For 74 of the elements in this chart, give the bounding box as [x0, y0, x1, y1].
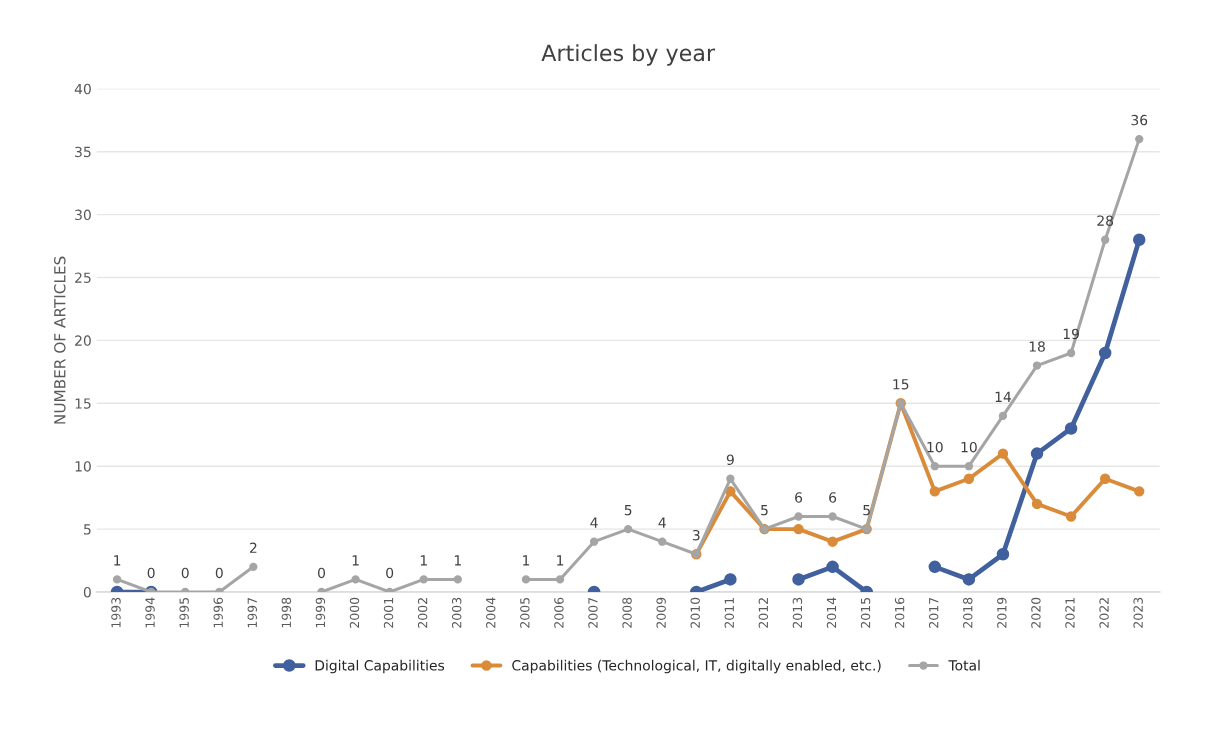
legend-label: Capabilities (Technological, IT, digitally enabled, etc.)	[512, 659, 881, 674]
y-axis-title: NUMBER OF ARTICLES	[54, 256, 66, 424]
data-label: 10	[927, 441, 943, 453]
x-tick-label: 1993	[111, 597, 121, 628]
x-tick-label: 2000	[349, 597, 360, 628]
data-label: 1	[420, 555, 427, 566]
x-tick-label: 1999	[315, 597, 326, 628]
x-tick-label: 2020	[1031, 597, 1041, 628]
y-tick-label: 30	[75, 209, 91, 221]
x-tick-label: 2009	[656, 597, 666, 628]
x-tick-label: 2015	[860, 597, 871, 628]
y-tick-label: 25	[75, 272, 91, 283]
y-tick-label: 10	[75, 461, 91, 472]
x-tick-label: 2011	[724, 598, 734, 628]
x-tick-label: 2019	[997, 597, 1007, 628]
data-label: 0	[181, 567, 189, 579]
x-tick-label: 2002	[417, 598, 428, 628]
x-tick-label: 2016	[894, 597, 905, 628]
y-tick-label: 35	[75, 146, 91, 158]
x-tick-label: 2008	[622, 597, 632, 628]
data-label: 3	[692, 529, 700, 541]
x-tick-label: 2018	[963, 597, 973, 628]
x-tick-label: 1995	[179, 597, 189, 628]
data-label: 5	[863, 504, 870, 516]
data-label: 15	[893, 379, 909, 390]
x-tick-label: 1998	[281, 597, 292, 628]
x-tick-label: 2010	[690, 597, 700, 628]
y-tick-label: 15	[75, 398, 91, 409]
data-label: 1	[557, 555, 564, 566]
x-tick-label: 2012	[758, 598, 769, 628]
x-tick-label: 1996	[213, 597, 223, 628]
x-tick-label: 2003	[451, 597, 462, 628]
x-tick-label: 1994	[145, 597, 155, 628]
x-tick-label: 2001	[383, 598, 394, 628]
x-tick-label: 1997	[247, 597, 257, 628]
data-label: 0	[386, 567, 394, 579]
data-label: 18	[1029, 341, 1045, 352]
data-label: 0	[318, 567, 326, 579]
y-tick-label: 20	[75, 335, 91, 346]
legend-label: Total	[948, 659, 980, 671]
data-label: 0	[215, 567, 223, 579]
x-tick-label: 2004	[486, 597, 496, 628]
x-tick-label: 2005	[520, 597, 530, 628]
data-label: 5	[624, 504, 632, 516]
x-tick-label: 2014	[826, 597, 837, 628]
data-label: 10	[961, 441, 977, 453]
data-label: 2	[249, 542, 257, 553]
x-tick-label: 2007	[588, 597, 598, 628]
data-label: 5	[761, 504, 768, 516]
x-tick-label: 2006	[554, 597, 564, 628]
data-label: 6	[829, 492, 837, 503]
y-tick-label: 40	[74, 83, 91, 95]
x-tick-label: 2013	[792, 597, 803, 628]
data-label: 1	[114, 555, 121, 566]
data-label: 4	[590, 517, 598, 528]
x-tick-label: 2023	[1133, 597, 1143, 628]
x-tick-label: 2021	[1065, 598, 1075, 628]
data-label: 0	[147, 567, 155, 579]
x-tick-label: 2022	[1099, 598, 1109, 628]
y-tick-label: 5	[84, 524, 91, 535]
data-label: 6	[795, 492, 803, 503]
data-label: 36	[1131, 114, 1148, 126]
data-label: 28	[1097, 215, 1114, 226]
data-label: 1	[352, 555, 359, 566]
y-tick-label: 0	[83, 586, 91, 598]
data-label: 1	[454, 555, 461, 566]
data-label: 4	[658, 517, 666, 528]
chart-title: Articles by year	[541, 44, 716, 66]
data-label: 1	[523, 555, 530, 566]
data-label: 19	[1063, 328, 1079, 340]
legend-label: Digital Capabilities	[315, 659, 445, 674]
x-tick-label: 2017	[928, 597, 939, 628]
data-label: 9	[726, 454, 734, 465]
data-label: 14	[995, 391, 1012, 402]
